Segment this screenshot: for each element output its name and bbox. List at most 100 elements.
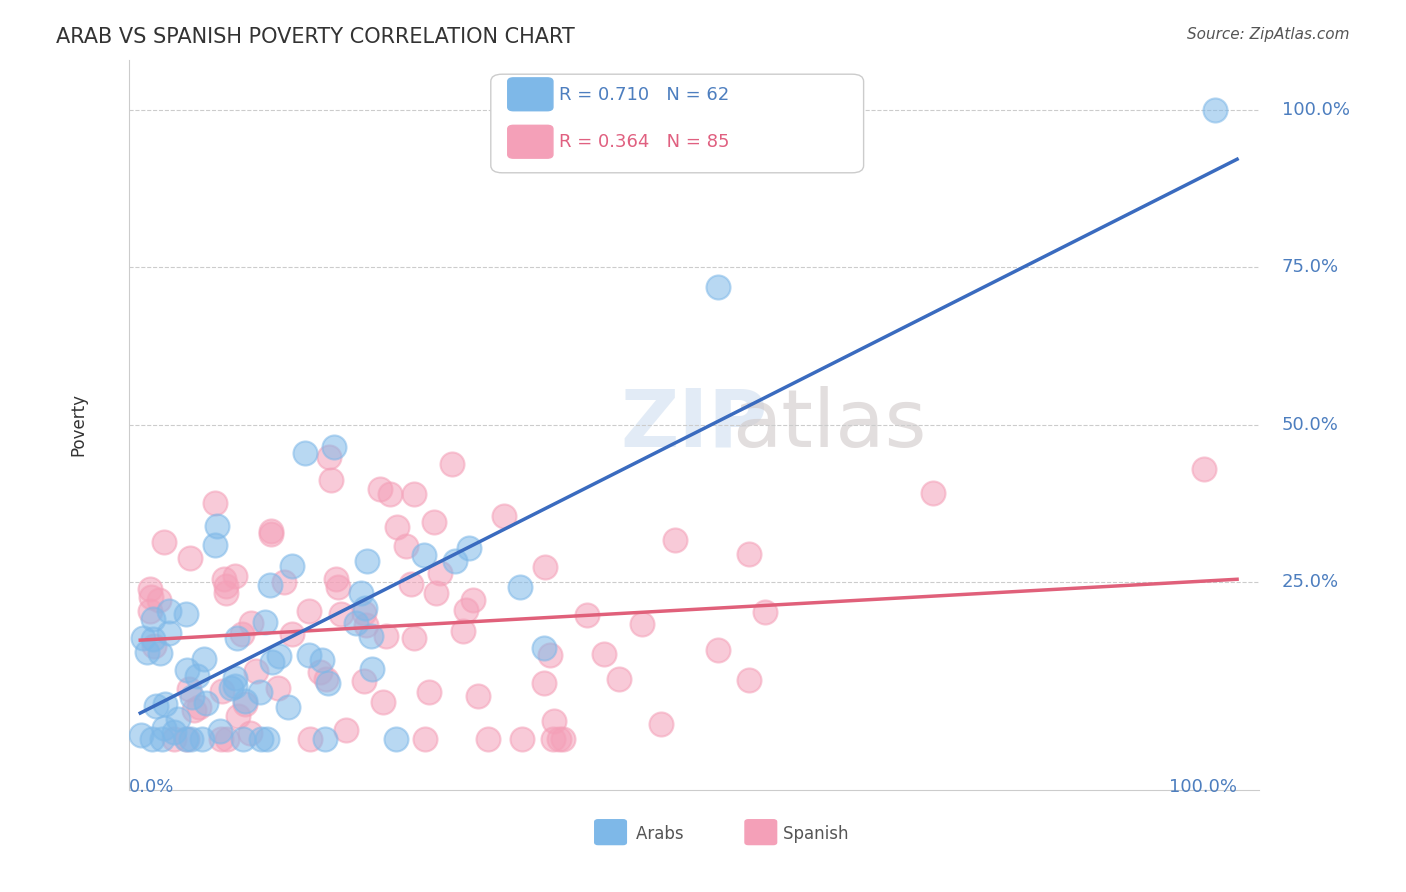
Point	[159, 626, 181, 640]
Point	[204, 496, 226, 510]
Point	[423, 515, 446, 529]
Point	[150, 732, 173, 747]
Point	[298, 604, 321, 618]
Point	[211, 684, 233, 698]
Point	[314, 732, 336, 747]
Text: Source: ZipAtlas.com: Source: ZipAtlas.com	[1187, 27, 1350, 42]
Point	[259, 578, 281, 592]
Point	[177, 681, 200, 696]
Point	[463, 593, 485, 607]
Point	[281, 559, 304, 574]
Point	[309, 665, 332, 679]
Point	[176, 732, 198, 747]
Point	[204, 538, 226, 552]
Point	[631, 616, 654, 631]
Text: 100.0%: 100.0%	[1282, 101, 1350, 119]
Point	[260, 527, 283, 541]
Point	[240, 615, 263, 630]
Point	[548, 732, 571, 747]
Point	[650, 717, 672, 731]
Point	[451, 624, 474, 638]
Point	[385, 520, 408, 534]
Point	[232, 732, 254, 747]
Point	[318, 450, 340, 464]
Point	[1204, 103, 1226, 117]
Point	[148, 593, 170, 607]
Point	[273, 575, 295, 590]
Point	[335, 723, 357, 738]
Point	[477, 732, 499, 747]
Point	[231, 626, 253, 640]
Point	[353, 606, 375, 620]
Point	[224, 671, 246, 685]
Point	[402, 487, 425, 501]
Point	[429, 566, 451, 581]
Point	[188, 699, 211, 714]
Point	[180, 732, 202, 747]
Point	[245, 664, 267, 678]
FancyBboxPatch shape	[491, 74, 863, 173]
Point	[135, 644, 157, 658]
Point	[142, 612, 165, 626]
Point	[664, 533, 686, 547]
Point	[315, 673, 337, 687]
Point	[922, 486, 945, 500]
Point	[209, 723, 232, 738]
Point	[467, 689, 489, 703]
Point	[319, 473, 342, 487]
Point	[553, 732, 575, 747]
Point	[707, 642, 730, 657]
Point	[368, 482, 391, 496]
Text: ARAB VS SPANISH POVERTY CORRELATION CHART: ARAB VS SPANISH POVERTY CORRELATION CHAR…	[56, 27, 575, 46]
Point	[176, 732, 198, 747]
Point	[444, 554, 467, 568]
Point	[219, 681, 242, 695]
Point	[458, 541, 481, 556]
Point	[1192, 462, 1215, 476]
Point	[250, 732, 273, 747]
Point	[281, 627, 304, 641]
Point	[183, 703, 205, 717]
Point	[260, 524, 283, 538]
Point	[142, 632, 165, 646]
Point	[212, 572, 235, 586]
Point	[510, 732, 533, 747]
Point	[215, 578, 238, 592]
Point	[235, 698, 257, 712]
Point	[226, 709, 249, 723]
Point	[344, 615, 367, 630]
Point	[754, 605, 776, 619]
Point	[298, 648, 321, 662]
Point	[323, 440, 346, 454]
Point	[176, 663, 198, 677]
Point	[609, 672, 631, 686]
Point	[329, 607, 352, 622]
Point	[738, 547, 761, 561]
Point	[399, 577, 422, 591]
Text: 75.0%: 75.0%	[1282, 259, 1339, 277]
Point	[593, 648, 616, 662]
Point	[205, 519, 228, 533]
Point	[193, 652, 215, 666]
Point	[354, 601, 377, 615]
Point	[350, 586, 373, 600]
Point	[153, 697, 176, 711]
Point	[145, 699, 167, 714]
Point	[311, 653, 333, 667]
Point	[226, 631, 249, 645]
Point	[267, 648, 290, 663]
Point	[139, 604, 162, 618]
Point	[181, 690, 204, 705]
Point	[456, 602, 478, 616]
FancyBboxPatch shape	[508, 78, 553, 111]
Point	[373, 695, 395, 709]
Point	[254, 615, 277, 629]
Point	[418, 684, 440, 698]
Point	[533, 676, 555, 690]
Point	[402, 631, 425, 645]
Text: atlas: atlas	[733, 385, 927, 464]
Point	[412, 549, 434, 563]
Point	[509, 580, 531, 594]
Point	[217, 732, 239, 747]
Point	[533, 641, 555, 656]
